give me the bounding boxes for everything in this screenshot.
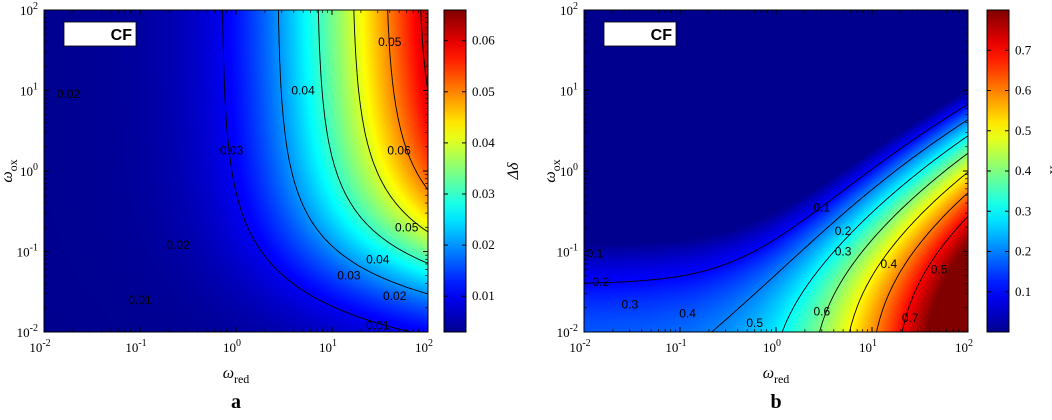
y-axis-label: ωox [0,159,20,182]
panel-letter: a [231,391,241,413]
contour-label: 0.01 [366,319,390,333]
contour-label: 0.5 [931,262,948,276]
colorbar-tick-label: 0.2 [1015,244,1031,259]
cf-label: CF [651,27,673,44]
contour-line-0.02 [277,10,429,295]
cf-label-box: CF [603,21,677,47]
panel-b: 0.1 0.2 0.3 0.4 0.5 0.1 0.2 0.3 0.4 0.5 0.6 0.7 10-2… [542,1,1052,413]
contour-label: 0.01 [128,293,152,307]
contour-label: 0.6 [813,304,830,318]
contour-label: 0.02 [383,289,407,303]
y-tick-label: 101 [560,82,578,99]
contour-label: 0.7 [902,311,919,325]
x-tick-label: 102 [415,338,433,355]
contour-label: 0.2 [835,224,852,238]
y-tick-label: 100 [560,162,578,179]
colorbar-tick-label: 0.3 [1015,203,1031,218]
contour-label: 0.3 [835,245,852,259]
y-tick-label: 102 [20,1,38,18]
contour-label: 0.03 [337,269,361,283]
x-tick-label: 100 [763,338,781,355]
x-tick-label: 10-1 [125,338,146,355]
heatmap-image [584,10,968,332]
contour-label: 0.06 [387,143,411,157]
x-axis-label: ωred [223,365,250,386]
contour-line-0.1 [584,103,969,284]
y-tick-label: 10-1 [557,243,578,260]
colorbar-tick-label: 0.5 [1015,123,1031,138]
x-tick-label: 102 [955,338,973,355]
contour-line-0.6 [876,192,969,333]
x-axis-label: ωred [763,365,790,386]
colorbar-tick-label: 0.04 [472,135,495,150]
x-tick-label: 100 [223,338,241,355]
contour-line-0.5 [849,171,969,333]
contour-label: 0.5 [746,316,763,330]
contour-label: 0.04 [366,252,390,266]
colorbar-tick-label: 0.06 [472,33,495,48]
colorbar-tick-label: 0.1 [1015,284,1031,299]
panel-a: 0.02 0.03 0.04 0.05 0.06 0.02 0.05 0.04 0.03 0.02… [0,1,522,413]
y-tick-label: 10-2 [557,323,578,340]
colorbar: 0.1 0.2 0.3 0.4 0.5 0.6 0.7 X [986,9,1052,333]
cf-label-box: CF [63,21,137,47]
colorbar-tick-label: 0.01 [472,288,495,303]
heatmap-image [44,10,428,332]
contour-label: 0.1 [587,246,604,260]
colorbar-tick-label: 0.4 [1015,163,1032,178]
y-tick-label: 10-1 [17,243,38,260]
y-tick-label: 101 [20,82,38,99]
contour-label: 0.4 [881,257,898,271]
colorbar-tick-label: 0.7 [1015,42,1032,57]
contour-label: 0.4 [679,306,696,320]
colorbar-tick-label: 0.03 [472,186,495,201]
contour-lines [222,9,429,333]
x-tick-label: 10-1 [665,338,686,355]
colorbar-tick-label: 0.6 [1015,83,1032,98]
contour-line-0.2 [711,119,969,333]
panel-letter: b [770,391,781,413]
contour-label: 0.04 [291,84,315,98]
colorbar-tick-label: 0.05 [472,84,495,99]
contour-label: 0.02 [167,238,191,252]
y-tick-label: 102 [560,1,578,18]
contour-label: 0.05 [378,35,402,49]
contour-label: 0.02 [57,87,81,101]
contour-line-0.3 [781,135,969,333]
contour-label: 0.03 [220,143,244,157]
x-tick-label: 10-2 [29,338,50,355]
contour-label: 0.2 [593,275,610,289]
colorbar-gradient [443,9,467,333]
x-tick-label: 10-2 [569,338,590,355]
contour-line-0.03 [317,9,429,264]
contour-line-0.01 [222,9,411,333]
x-tick-label: 101 [319,338,337,355]
colorbar-label: X [1048,165,1052,177]
contour-label: 0.1 [813,201,830,215]
y-tick-label: 100 [20,162,38,179]
cf-box-background [63,21,137,47]
x-tick-label: 101 [859,338,877,355]
contour-line-0.7 [901,215,969,333]
contour-lines [584,103,969,333]
cf-label: CF [111,27,133,44]
cf-box-background [603,21,677,47]
y-axis-label: ωox [542,159,563,182]
contour-label: 0.05 [395,220,419,234]
contour-label: 0.3 [621,297,638,311]
colorbar: 0.01 0.02 0.03 0.04 0.05 0.06 Δδ [443,9,522,333]
y-tick-label: 10-2 [17,323,38,340]
colorbar-label: Δδ [505,162,522,180]
colorbar-tick-label: 0.02 [472,237,495,252]
